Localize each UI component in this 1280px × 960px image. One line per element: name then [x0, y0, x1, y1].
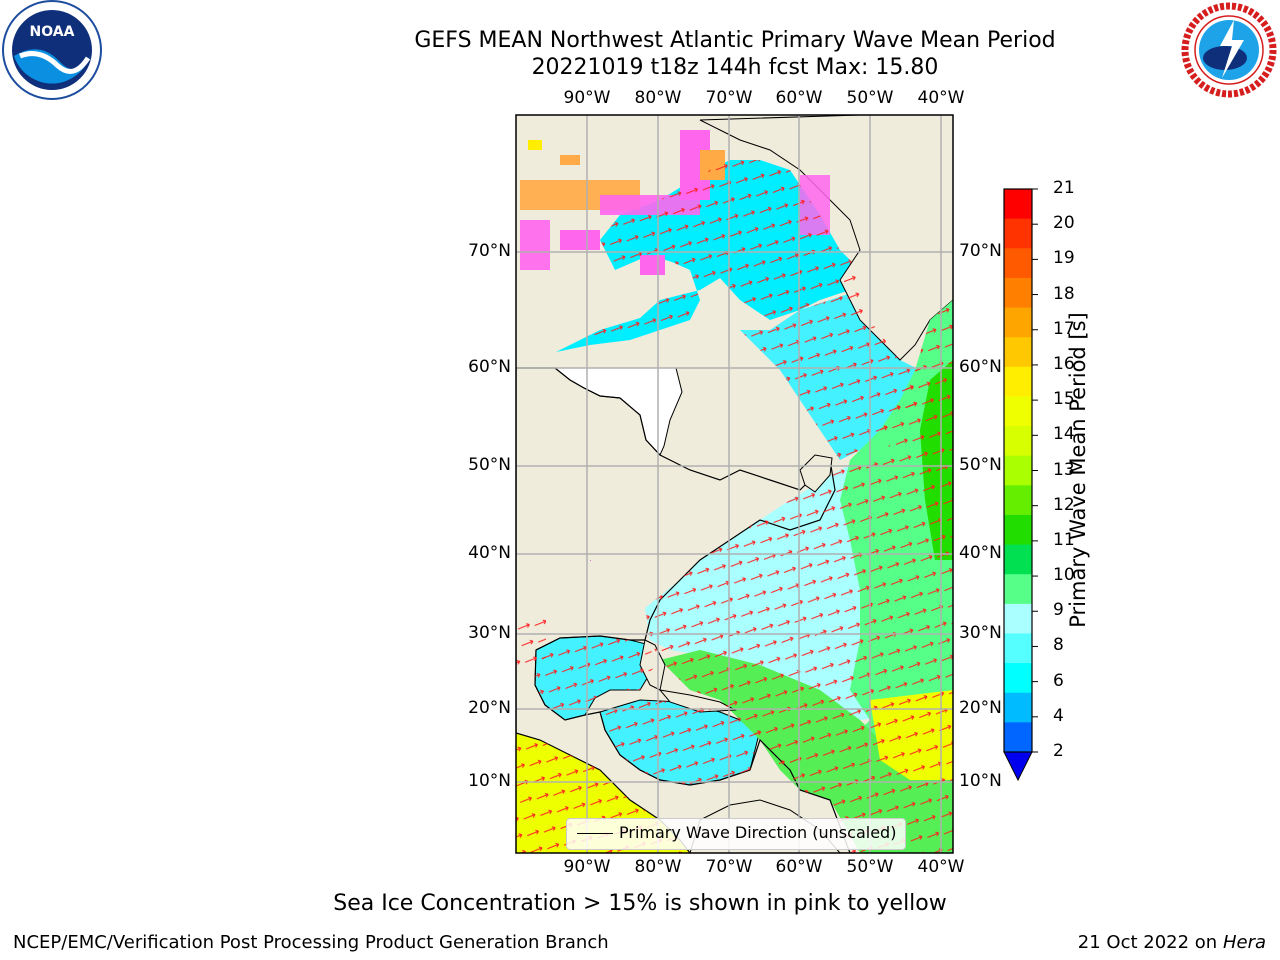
lon-tick-label: 40°W: [917, 88, 965, 108]
svg-text:NOAA: NOAA: [30, 24, 75, 40]
colorbar-tick-label: 18: [1053, 283, 1075, 304]
colorbar-segment: [1004, 277, 1032, 309]
colorbar-segment: [1004, 574, 1032, 605]
lon-tick-label: 70°W: [705, 857, 753, 877]
noaa-logo-icon: NOAA: [2, 0, 102, 100]
colorbar-segment: [1004, 337, 1032, 368]
colorbar-segment: [1004, 307, 1032, 338]
lat-tick-label: 10°N: [959, 771, 1002, 791]
lat-tick-label: 70°N: [468, 241, 511, 261]
colorbar-segment: [1004, 455, 1032, 486]
colorbar-tick-label: 4: [1053, 705, 1064, 726]
footer-host: Hera: [1222, 932, 1266, 953]
colorbar-tick-label: 17: [1053, 318, 1075, 339]
colorbar-segment: [1004, 485, 1032, 516]
colorbar-tick-label: 10: [1053, 565, 1075, 586]
newfoundland: [799, 454, 833, 493]
colorbar-tick-label: 15: [1053, 389, 1075, 410]
colorbar-segment: [1004, 544, 1032, 575]
colorbar-tick-label: 6: [1053, 670, 1064, 691]
colorbar-segment: [1004, 722, 1032, 753]
colorbar-segment: [1004, 603, 1032, 634]
lat-tick-label: 30°N: [959, 623, 1002, 643]
lon-tick-label: 90°W: [563, 88, 611, 108]
lat-tick-label: 50°N: [959, 455, 1002, 475]
map-gridlines: [516, 115, 953, 853]
map-title: GEFS MEAN Northwest Atlantic Primary Wav…: [414, 28, 1056, 53]
colorbar-extend-triangle: [1003, 751, 1033, 782]
colorbar-tick-label: 21: [1053, 178, 1075, 198]
colorbar-title: Primary Wave Mean Period [s]: [1066, 312, 1090, 628]
lat-tick-label: 40°N: [959, 543, 1002, 563]
map-plot-area: [516, 115, 953, 853]
lat-tick-label: 30°N: [468, 623, 511, 643]
footer-date: 21 Oct 2022 on Hera: [1078, 932, 1266, 953]
colorbar-segment: [1004, 218, 1032, 249]
lat-tick-label: 40°N: [468, 543, 511, 563]
lat-tick-label: 20°N: [959, 698, 1002, 718]
lat-tick-label: 50°N: [468, 455, 511, 475]
map-subtitle: 20221019 t18z 144h fcst Max: 15.80: [531, 55, 939, 80]
colorbar-segment: [1004, 366, 1032, 397]
lat-tick-label: 60°N: [959, 357, 1002, 377]
lon-tick-label: 90°W: [563, 857, 611, 877]
colorbar-segment: [1004, 663, 1032, 694]
map-frame: [515, 114, 954, 854]
colorbar-tick-label: 2: [1053, 741, 1064, 761]
colorbar-segment: [1004, 692, 1032, 723]
colorbar: [1003, 188, 1038, 782]
colorbar-tick-label: 12: [1053, 494, 1075, 515]
lon-tick-label: 80°W: [634, 857, 682, 877]
lon-tick-label: 70°W: [705, 88, 753, 108]
colorbar-tick-label: 20: [1053, 213, 1075, 234]
lat-tick-label: 60°N: [468, 357, 511, 377]
colorbar-tick-label: 19: [1053, 248, 1075, 269]
lon-tick-label: 50°W: [846, 857, 894, 877]
colorbar-tick-label: 8: [1053, 635, 1064, 656]
lon-tick-label: 50°W: [846, 88, 894, 108]
colorbar-tick-label: 9: [1053, 600, 1064, 621]
lon-tick-label: 80°W: [634, 88, 682, 108]
lon-tick-label: 60°W: [775, 857, 823, 877]
sea-ice-caption: Sea Ice Concentration > 15% is shown in …: [333, 891, 947, 916]
colorbar-segment: [1004, 633, 1032, 664]
legend-label: Primary Wave Direction (unscaled): [619, 823, 897, 842]
lat-tick-label: 10°N: [468, 771, 511, 791]
colorbar-tick-label: 14: [1053, 424, 1075, 445]
colorbar-segment: [1004, 189, 1032, 220]
lon-tick-label: 40°W: [917, 857, 965, 877]
colorbar-tick-label: 13: [1053, 459, 1075, 480]
lon-tick-label: 60°W: [775, 88, 823, 108]
colorbar-segment: [1004, 514, 1032, 546]
colorbar-tick-label: 16: [1053, 353, 1075, 374]
lat-tick-label: 20°N: [468, 698, 511, 718]
nws-logo-icon: [1181, 2, 1277, 98]
lat-tick-label: 70°N: [959, 241, 1002, 261]
colorbar-segment: [1004, 426, 1032, 457]
footer-credit: NCEP/EMC/Verification Post Processing Pr…: [13, 932, 609, 953]
map-legend: Primary Wave Direction (unscaled): [566, 818, 906, 850]
legend-line-swatch: [577, 833, 613, 834]
colorbar-segment: [1004, 248, 1032, 279]
footer-date-text: 21 Oct 2022 on: [1077, 932, 1218, 953]
colorbar-segment: [1004, 396, 1032, 427]
colorbar-tick-label: 11: [1053, 529, 1075, 550]
